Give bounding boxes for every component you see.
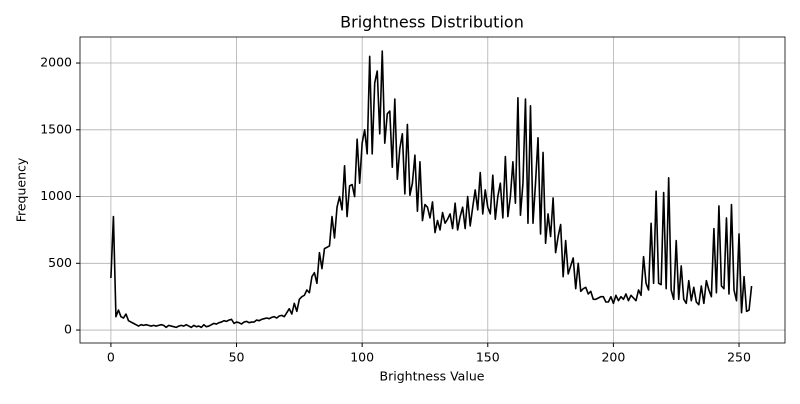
data-line	[110, 50, 753, 329]
x-tick-label: 0	[107, 350, 115, 365]
y-tick-label: 2000	[40, 55, 72, 70]
x-tick-label: 50	[229, 350, 245, 365]
x-axis-label: Brightness Value	[380, 369, 485, 384]
x-tick-label: 150	[476, 350, 500, 365]
y-tick-label: 0	[64, 322, 72, 337]
y-axis-label: Frequency	[14, 157, 29, 222]
plot-frame	[79, 36, 786, 344]
x-tick-label: 200	[601, 350, 625, 365]
y-tick-label: 1000	[40, 188, 72, 203]
chart-title: Brightness Distribution	[340, 13, 524, 32]
x-tick-label: 250	[727, 350, 751, 365]
y-tick-label: 1500	[40, 121, 72, 136]
x-tick-label: 100	[350, 350, 374, 365]
y-tick-label: 500	[48, 255, 72, 270]
